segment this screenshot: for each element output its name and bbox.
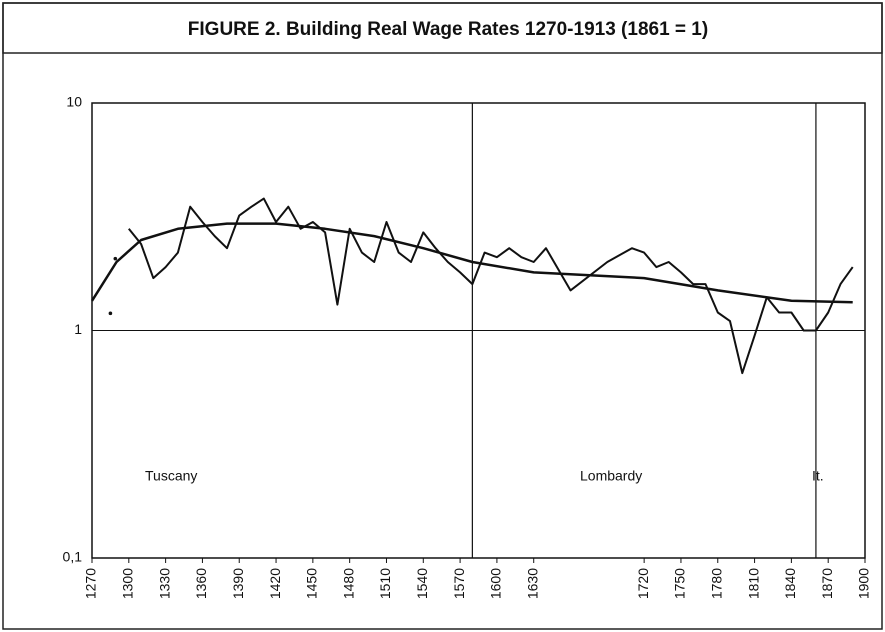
- x-tick-label: 1510: [377, 568, 393, 599]
- x-tick-label: 1750: [672, 568, 688, 599]
- chart-title: FIGURE 2. Building Real Wage Rates 1270-…: [188, 19, 708, 40]
- x-tick-label: 1270: [83, 568, 99, 599]
- x-tick-label: 1330: [156, 568, 172, 599]
- x-tick-label: 1390: [230, 568, 246, 599]
- x-tick-label: 1600: [488, 568, 504, 599]
- y-tick-label: 0,1: [63, 549, 83, 565]
- y-tick-label: 10: [66, 94, 82, 110]
- y-tick-label: 1: [74, 321, 82, 337]
- data-point: [113, 256, 118, 261]
- data-point: [108, 311, 113, 316]
- x-tick-label: 1870: [819, 568, 835, 599]
- x-tick-label: 1720: [635, 568, 651, 599]
- x-tick-label: 1450: [304, 568, 320, 599]
- x-tick-label: 1810: [745, 568, 761, 599]
- x-tick-label: 1630: [524, 568, 540, 599]
- region-label: It.: [812, 468, 824, 484]
- region-label: Tuscany: [145, 468, 197, 484]
- x-tick-label: 1480: [340, 568, 356, 599]
- x-tick-label: 1780: [708, 568, 724, 599]
- x-tick-label: 1360: [193, 568, 209, 599]
- title-box: [2, 2, 883, 54]
- region-label: Lombardy: [580, 468, 642, 484]
- x-tick-label: 1420: [267, 568, 283, 599]
- x-tick-label: 1900: [856, 568, 872, 599]
- data-line: [128, 197, 854, 375]
- x-tick-label: 1540: [414, 568, 430, 599]
- x-tick-label: 1840: [782, 568, 798, 599]
- data-line: [90, 222, 853, 304]
- x-tick-label: 1300: [120, 568, 136, 599]
- x-tick-label: 1570: [451, 568, 467, 599]
